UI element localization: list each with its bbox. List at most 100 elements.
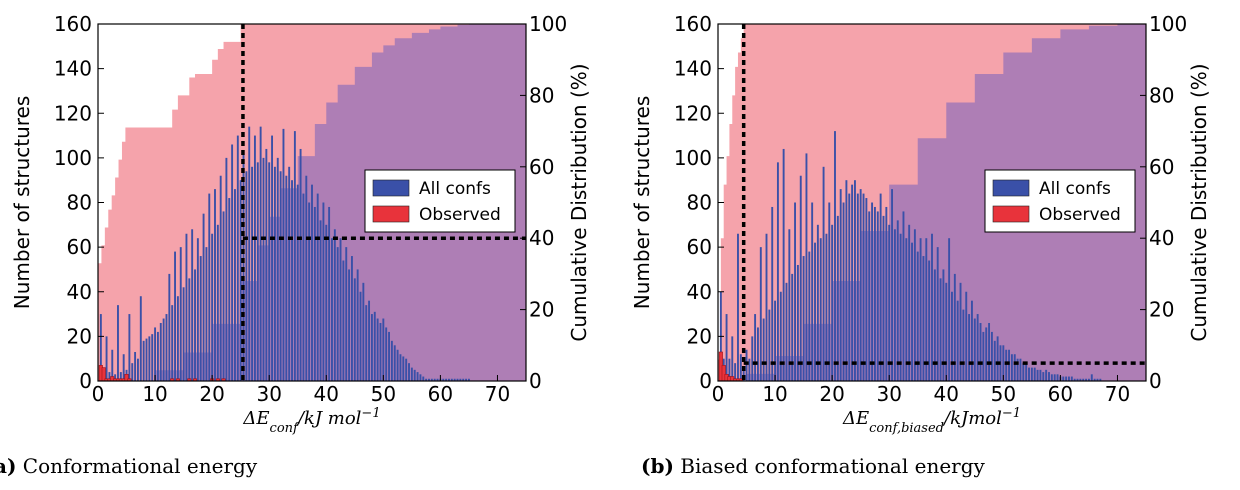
bar-all-confs	[1013, 354, 1016, 381]
bar-all-confs	[348, 269, 351, 381]
legend-label: Observed	[1039, 205, 1121, 225]
bar-all-confs	[316, 193, 319, 381]
bar-all-confs	[208, 193, 211, 381]
chart-b: 0 10 20 30 40 50 60 70 0 20 40 60 80 100 120 140 160 0 20 4…	[630, 12, 1211, 436]
bar-all-confs	[333, 229, 336, 381]
y-right-axis-title: Cumulative Distribution (%)	[1187, 63, 1211, 341]
bar-all-confs	[370, 314, 373, 381]
bar-all-confs	[842, 202, 845, 381]
y-left-tick-label: 160	[54, 12, 92, 36]
x-tick-label: 70	[485, 382, 510, 406]
bar-all-confs	[139, 296, 142, 381]
y-left-tick-label: 100	[54, 146, 92, 170]
bar-all-confs	[1085, 378, 1088, 381]
y-right-tick-label: 0	[529, 369, 542, 393]
bar-all-confs	[311, 184, 313, 381]
bar-all-confs	[231, 144, 234, 381]
bar-all-confs	[785, 282, 788, 381]
y-right-axis-title: Cumulative Distribution (%)	[567, 63, 591, 341]
bar-all-confs	[128, 314, 131, 381]
bar-all-confs	[791, 273, 794, 381]
y-right-tick-label: 40	[529, 226, 554, 250]
bar-all-confs	[1056, 374, 1059, 381]
bar-all-confs	[902, 211, 905, 381]
bar-all-confs	[425, 378, 428, 381]
bar-all-confs	[782, 148, 785, 381]
bar-all-confs	[99, 314, 102, 381]
bar-all-confs	[385, 327, 388, 381]
bar-all-confs	[876, 211, 879, 381]
bar-all-confs	[1087, 378, 1090, 381]
bar-all-confs	[808, 251, 811, 381]
bar-all-confs	[462, 378, 465, 381]
bar-all-confs	[776, 162, 779, 381]
bar-all-confs	[388, 331, 390, 381]
bar-all-confs	[859, 189, 862, 381]
bar-all-confs	[1016, 358, 1019, 381]
y-left-tick-label: 140	[54, 57, 92, 81]
bar-all-confs	[1042, 372, 1045, 381]
caption-tag: a)	[0, 454, 17, 478]
bar-all-confs	[774, 300, 777, 381]
x-axis-title-sup: −1	[361, 406, 380, 421]
bar-all-confs	[142, 340, 145, 381]
bar-all-confs	[376, 318, 379, 381]
bar-all-confs	[802, 256, 805, 381]
bar-all-confs	[293, 131, 296, 381]
bar-all-confs	[373, 311, 376, 381]
bar-all-confs	[467, 378, 470, 381]
legend: All confs Observed	[984, 169, 1136, 233]
bar-all-confs	[319, 220, 322, 381]
bar-all-confs	[779, 291, 782, 381]
bar-all-confs	[1076, 378, 1079, 381]
bar-all-confs	[282, 128, 285, 381]
legend-label: Observed	[419, 205, 501, 225]
bar-all-confs	[154, 327, 157, 381]
bar-all-confs	[356, 269, 359, 381]
bar-all-confs	[168, 273, 171, 381]
y-left-tick-label: 140	[674, 57, 712, 81]
bar-all-confs	[156, 331, 159, 381]
bar-all-confs	[291, 180, 293, 381]
bar-all-confs	[839, 189, 842, 381]
bar-all-confs	[768, 309, 771, 381]
y-right-tick-label: 80	[529, 83, 554, 107]
bar-all-confs	[402, 356, 405, 381]
x-tick-label: 20	[819, 382, 844, 406]
bar-all-confs	[1050, 374, 1053, 381]
bar-all-confs	[428, 378, 430, 381]
bar-all-confs	[353, 278, 356, 381]
bar-all-confs	[836, 215, 839, 381]
bar-all-confs	[868, 211, 871, 381]
bar-all-confs	[359, 291, 362, 381]
bar-all-confs	[737, 233, 739, 381]
bar-all-confs	[117, 305, 119, 381]
x-axis-title-main: ΔE	[242, 408, 269, 429]
bar-all-confs	[819, 238, 822, 381]
bar-all-confs	[345, 247, 348, 381]
bar-all-confs	[1028, 367, 1030, 381]
bar-all-confs	[882, 215, 885, 381]
bar-all-confs	[448, 378, 450, 381]
x-tick-label: 20	[199, 382, 224, 406]
y-left-tick-label: 0	[79, 369, 92, 393]
bar-all-confs	[982, 331, 985, 381]
panel-b: 0 10 20 30 40 50 60 70 0 20 40 60 80 100 120 140 160 0 20 4…	[620, 0, 1211, 490]
bar-all-confs	[342, 260, 345, 381]
bar-all-confs	[365, 305, 368, 381]
bar-all-confs	[771, 206, 774, 381]
bar-all-confs	[430, 378, 433, 381]
bar-all-confs	[362, 282, 365, 381]
bar-all-confs	[856, 193, 859, 381]
bar-all-confs	[194, 269, 196, 381]
y-left-tick-label: 80	[67, 191, 92, 215]
bar-all-confs	[834, 131, 836, 381]
y-left-tick-label: 20	[67, 324, 92, 348]
bar-all-confs	[410, 367, 413, 381]
bar-all-confs	[288, 166, 291, 381]
bar-all-confs	[445, 378, 448, 381]
bar-all-confs	[831, 224, 834, 381]
bar-all-confs	[896, 220, 899, 381]
x-axis-title-sub: conf	[270, 421, 300, 436]
bar-all-confs	[199, 256, 202, 381]
